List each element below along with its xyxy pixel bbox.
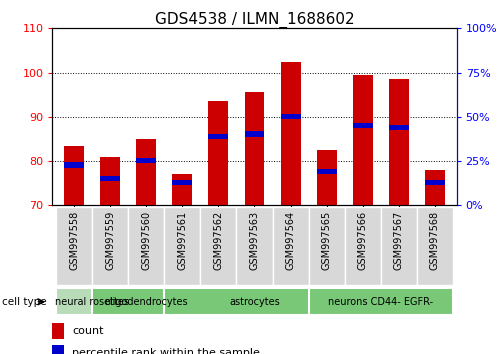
Bar (136, 139, 156, 205)
Text: GSM997558: GSM997558 (69, 211, 79, 270)
Bar (52, 323, 64, 339)
Bar (389, 79, 409, 205)
FancyBboxPatch shape (92, 207, 128, 285)
Text: neural rosettes: neural rosettes (55, 297, 129, 307)
Bar (353, 75, 373, 205)
Text: GSM997561: GSM997561 (177, 211, 187, 270)
Text: GSM997562: GSM997562 (214, 211, 224, 270)
Bar (245, 131, 264, 137)
FancyBboxPatch shape (92, 288, 201, 315)
Bar (245, 92, 264, 205)
Text: astrocytes: astrocytes (229, 297, 280, 307)
Text: cell type: cell type (2, 297, 47, 307)
Bar (353, 122, 373, 128)
Bar (172, 180, 192, 185)
Title: GDS4538 / ILMN_1688602: GDS4538 / ILMN_1688602 (155, 12, 354, 28)
FancyBboxPatch shape (164, 207, 201, 285)
Bar (52, 344, 64, 354)
FancyBboxPatch shape (56, 288, 128, 315)
FancyBboxPatch shape (345, 207, 381, 285)
FancyBboxPatch shape (417, 207, 453, 285)
FancyBboxPatch shape (164, 288, 345, 315)
FancyBboxPatch shape (308, 207, 345, 285)
Text: GSM997564: GSM997564 (285, 211, 295, 270)
FancyBboxPatch shape (128, 207, 164, 285)
Bar (136, 158, 156, 163)
FancyBboxPatch shape (56, 207, 92, 285)
Bar (317, 150, 337, 205)
Text: GSM997567: GSM997567 (394, 211, 404, 270)
Bar (317, 169, 337, 174)
Text: neurons CD44- EGFR-: neurons CD44- EGFR- (328, 297, 433, 307)
FancyBboxPatch shape (381, 207, 417, 285)
FancyBboxPatch shape (201, 207, 237, 285)
FancyBboxPatch shape (272, 207, 308, 285)
Bar (389, 125, 409, 130)
Text: GSM997563: GSM997563 (250, 211, 259, 270)
FancyBboxPatch shape (308, 288, 453, 315)
FancyBboxPatch shape (237, 207, 272, 285)
Bar (172, 174, 192, 205)
Text: GSM997565: GSM997565 (322, 211, 332, 270)
Text: GSM997566: GSM997566 (358, 211, 368, 270)
Bar (100, 176, 120, 181)
Text: count: count (72, 326, 104, 336)
Bar (425, 180, 445, 185)
Bar (209, 101, 229, 205)
Bar (209, 133, 229, 139)
Bar (64, 162, 84, 168)
Text: oligodendrocytes: oligodendrocytes (104, 297, 188, 307)
Bar (280, 62, 300, 205)
Text: GSM997568: GSM997568 (430, 211, 440, 270)
Text: GSM997560: GSM997560 (141, 211, 151, 270)
Text: GSM997559: GSM997559 (105, 211, 115, 270)
Bar (280, 114, 300, 119)
Bar (64, 145, 84, 205)
Bar (100, 156, 120, 205)
Bar (425, 170, 445, 205)
Text: percentile rank within the sample: percentile rank within the sample (72, 348, 260, 354)
